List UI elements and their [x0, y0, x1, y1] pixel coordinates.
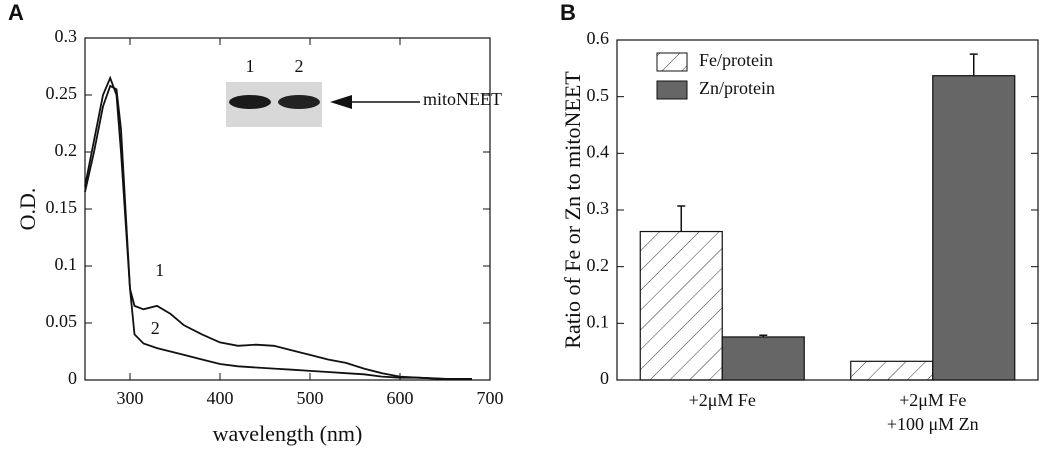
curve-label: 2: [151, 318, 160, 338]
x-tick-label: 300: [117, 388, 144, 408]
x-tick-label: 700: [477, 388, 504, 408]
legend-swatch: [656, 52, 688, 72]
x-axis-label: wavelength (nm): [213, 421, 363, 446]
spectrum-line: [84, 84, 472, 380]
y-tick-label: 0.15: [46, 197, 78, 217]
inset-blot: [226, 82, 420, 127]
y-tick-label: 0.2: [55, 140, 78, 160]
y-axis-label: O.D.: [15, 188, 40, 231]
spectrum-line: [84, 75, 472, 380]
y-tick-label: 0.2: [587, 255, 610, 275]
x-tick-label: 500: [297, 388, 324, 408]
y-tick-label: 0: [68, 368, 77, 388]
x-tick-label: 600: [387, 388, 414, 408]
error-bar: [759, 334, 768, 337]
y-tick-label: 0.6: [587, 28, 610, 48]
error-bar: [969, 53, 978, 76]
plot-frame: [84, 37, 491, 381]
inset-target-label: mitoNEET: [423, 89, 502, 109]
curve-label: 1: [155, 260, 164, 280]
y-tick-label: 0.3: [587, 198, 610, 218]
y-tick-label: 0.4: [587, 141, 610, 161]
y-tick-label: 0.3: [55, 26, 78, 46]
legend-label: Fe/protein: [699, 50, 773, 70]
plot-frame: [616, 39, 1039, 381]
y-tick-label: 0.1: [587, 311, 610, 331]
panel-label: B: [560, 0, 576, 25]
inset-lane-label: 2: [295, 56, 304, 76]
y-axis-label: Ratio of Fe or Zn to mitoNEET: [560, 71, 585, 349]
y-tick-label: 0.5: [587, 85, 610, 105]
y-tick-label: 0: [600, 368, 609, 388]
bar: [932, 75, 1016, 381]
x-tick-label: +2μM Fe +100 μM Zn: [887, 390, 979, 434]
y-tick-label: 0.25: [46, 83, 78, 103]
x-tick-label: 400: [207, 388, 234, 408]
inset-lane-label: 1: [246, 56, 255, 76]
panel-label: A: [8, 0, 24, 25]
bar: [639, 230, 723, 381]
error-bar: [677, 205, 686, 232]
x-tick-label: +2μM Fe: [689, 390, 756, 410]
legend-label: Zn/protein: [699, 78, 775, 98]
bar: [850, 360, 934, 381]
y-tick-label: 0.05: [46, 311, 78, 331]
bar: [721, 336, 805, 381]
y-tick-label: 0.1: [55, 254, 78, 274]
legend-swatch: [656, 80, 688, 100]
